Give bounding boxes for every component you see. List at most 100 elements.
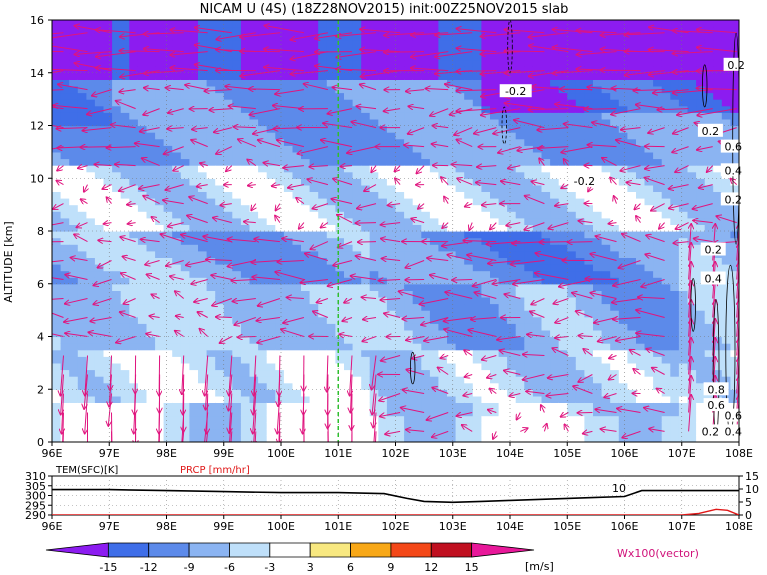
field-cell xyxy=(318,303,328,311)
field-cell xyxy=(412,66,422,74)
field-cell xyxy=(412,283,422,291)
field-cell xyxy=(215,382,225,390)
field-cell xyxy=(713,217,723,225)
field-cell xyxy=(447,132,457,140)
field-cell xyxy=(172,224,182,232)
field-cell xyxy=(472,151,482,160)
field-cell xyxy=(326,257,336,265)
field-cell xyxy=(129,33,139,41)
field-cell xyxy=(369,264,379,272)
field-cell xyxy=(137,198,148,206)
field-cell xyxy=(386,198,397,206)
field-cell xyxy=(163,165,173,173)
field-cell xyxy=(266,99,276,107)
field-cell xyxy=(60,283,70,291)
field-cell xyxy=(593,211,603,219)
field-cell xyxy=(575,296,585,305)
field-cell xyxy=(318,356,328,364)
field-cell xyxy=(258,422,268,430)
field-cell xyxy=(292,336,302,344)
field-cell xyxy=(129,112,139,120)
field-cell xyxy=(636,171,646,179)
field-cell xyxy=(249,20,259,28)
field-cell xyxy=(301,211,311,219)
field-cell xyxy=(326,296,336,305)
field-cell xyxy=(687,224,697,232)
field-cell xyxy=(94,191,105,199)
field-cell xyxy=(558,125,568,133)
field-cell xyxy=(309,85,319,94)
field-cell xyxy=(395,46,405,54)
field-cell xyxy=(670,231,680,239)
field-cell xyxy=(610,171,620,179)
field-cell xyxy=(490,66,500,74)
field-cell xyxy=(129,184,139,192)
field-cell xyxy=(232,250,242,258)
field-cell xyxy=(361,125,371,133)
field-cell xyxy=(678,33,689,41)
field-cell xyxy=(258,46,268,54)
field-cell xyxy=(112,244,122,252)
field-cell xyxy=(335,329,345,338)
field-cell xyxy=(60,244,70,252)
field-cell xyxy=(429,105,440,113)
field-cell xyxy=(206,369,216,377)
field-cell xyxy=(395,66,405,74)
field-cell xyxy=(301,369,311,377)
field-cell xyxy=(481,26,491,34)
field-cell xyxy=(309,376,319,384)
field-cell xyxy=(69,329,79,338)
field-cell xyxy=(696,316,706,324)
field-cell xyxy=(532,72,543,80)
field-cell xyxy=(155,66,165,74)
field-cell xyxy=(77,20,87,28)
field-cell xyxy=(215,290,225,298)
field-cell xyxy=(507,132,517,140)
field-cell xyxy=(369,118,379,127)
field-cell xyxy=(223,26,233,34)
field-cell xyxy=(601,244,611,252)
field-cell xyxy=(318,204,328,212)
field-cell xyxy=(713,33,723,41)
field-cell xyxy=(618,198,628,206)
field-cell xyxy=(163,92,173,100)
field-cell xyxy=(180,59,190,67)
field-cell xyxy=(507,53,517,61)
field-cell xyxy=(386,112,397,120)
field-cell xyxy=(653,283,663,291)
field-cell xyxy=(240,165,251,173)
field-cell xyxy=(558,336,568,344)
field-cell xyxy=(515,422,525,430)
field-cell xyxy=(481,270,491,278)
field-cell xyxy=(266,72,276,80)
field-cell xyxy=(301,165,311,173)
field-cell xyxy=(103,231,113,239)
field-cell xyxy=(309,39,319,47)
field-cell xyxy=(206,20,216,28)
field-cell xyxy=(292,53,302,61)
field-cell xyxy=(661,343,671,351)
field-cell xyxy=(575,132,585,140)
field-cell xyxy=(69,356,79,364)
field-cell xyxy=(421,290,431,298)
field-cell xyxy=(249,26,259,34)
field-cell xyxy=(52,303,62,311)
field-cell xyxy=(206,59,216,67)
field-cell xyxy=(636,428,646,436)
field-cell xyxy=(575,422,585,430)
field-cell xyxy=(60,389,70,397)
field-cell xyxy=(283,343,294,351)
field-cell xyxy=(240,145,251,153)
field-cell xyxy=(120,138,130,146)
field-cell xyxy=(129,26,139,34)
field-cell xyxy=(661,191,671,199)
field-cell xyxy=(447,53,457,61)
field-cell xyxy=(223,382,233,390)
field-cell xyxy=(232,33,242,41)
field-cell xyxy=(412,349,422,357)
field-cell xyxy=(69,264,79,272)
field-cell xyxy=(498,171,508,179)
field-cell xyxy=(240,204,251,212)
field-cell xyxy=(215,53,225,61)
field-cell xyxy=(137,362,148,371)
